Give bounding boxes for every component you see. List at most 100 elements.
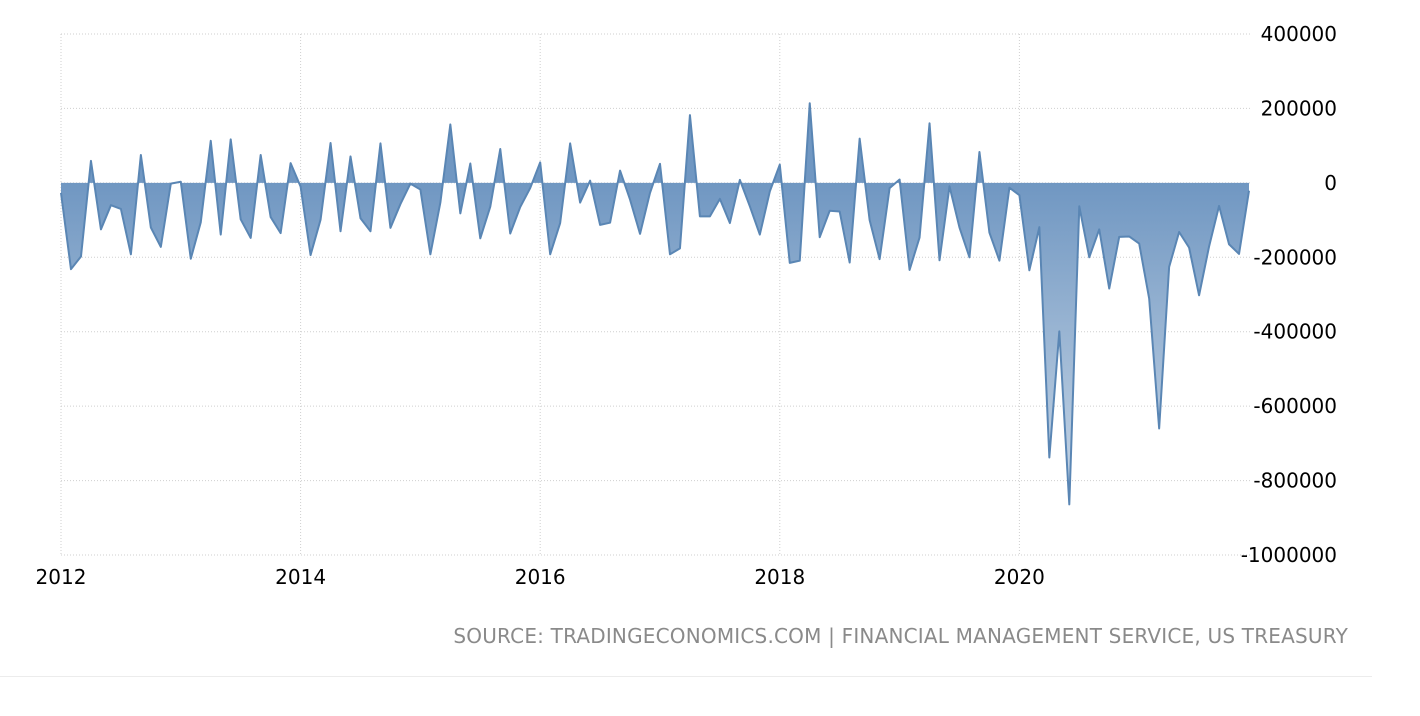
data-point <box>799 259 801 261</box>
data-point <box>449 123 451 125</box>
y-tick-label: -1000000 <box>1241 543 1337 567</box>
data-point <box>589 179 591 181</box>
x-tick-label: 2020 <box>994 565 1045 589</box>
data-point <box>1178 231 1180 233</box>
data-point <box>1248 189 1250 191</box>
data-point <box>998 259 1000 261</box>
data-point <box>938 259 940 261</box>
data-point <box>90 160 92 162</box>
data-point <box>200 221 202 223</box>
data-point <box>299 185 301 187</box>
data-point <box>1008 186 1010 188</box>
data-point <box>210 140 212 142</box>
series-line <box>60 102 1250 506</box>
data-point <box>1058 330 1060 332</box>
y-tick-label: 200000 <box>1261 96 1337 120</box>
data-point <box>429 253 431 255</box>
data-point <box>1078 205 1080 207</box>
data-point <box>559 222 561 224</box>
data-point <box>1168 266 1170 268</box>
data-point <box>539 161 541 163</box>
data-point <box>838 210 840 212</box>
x-tick-label: 2014 <box>275 565 326 589</box>
data-point <box>968 256 970 258</box>
data-point <box>779 163 781 165</box>
data-point <box>519 206 521 208</box>
data-point <box>549 253 551 255</box>
data-point <box>789 262 791 264</box>
data-point <box>1138 242 1140 244</box>
data-point <box>259 154 261 156</box>
data-point <box>599 224 601 226</box>
data-point <box>1148 297 1150 299</box>
x-axis: 2012 2014 2016 2018 2020 <box>36 565 1045 589</box>
data-point <box>749 205 751 207</box>
data-point <box>110 204 112 206</box>
y-tick-label: 400000 <box>1261 22 1337 46</box>
data-point <box>150 226 152 228</box>
data-point <box>639 233 641 235</box>
data-point <box>759 233 761 235</box>
data-point <box>489 205 491 207</box>
data-point <box>898 178 900 180</box>
x-tick-label: 2012 <box>36 565 87 589</box>
data-point <box>569 142 571 144</box>
data-point <box>190 258 192 260</box>
data-area <box>60 102 1250 506</box>
data-point <box>1108 287 1110 289</box>
source-caption: SOURCE: TRADINGECONOMICS.COM | FINANCIAL… <box>453 624 1348 648</box>
data-point <box>80 255 82 257</box>
data-point <box>389 227 391 229</box>
data-point <box>220 233 222 235</box>
data-point <box>309 254 311 256</box>
data-point <box>1098 228 1100 230</box>
data-point <box>1028 269 1030 271</box>
data-point <box>1158 427 1160 429</box>
data-point <box>918 236 920 238</box>
data-point <box>170 182 172 184</box>
data-point <box>1038 226 1040 228</box>
data-point <box>240 218 242 220</box>
data-point <box>379 142 381 144</box>
data-point <box>729 222 731 224</box>
data-point <box>140 154 142 156</box>
data-point <box>180 181 182 183</box>
data-point <box>609 221 611 223</box>
data-point <box>579 201 581 203</box>
data-point <box>120 208 122 210</box>
data-point <box>349 155 351 157</box>
data-point <box>160 246 162 248</box>
data-point <box>409 182 411 184</box>
data-point <box>809 102 811 104</box>
data-point <box>289 162 291 164</box>
data-point <box>1238 253 1240 255</box>
data-point <box>399 203 401 205</box>
x-tick-label: 2016 <box>515 565 566 589</box>
data-point <box>339 230 341 232</box>
data-point <box>659 163 661 165</box>
bottom-divider <box>0 676 1372 677</box>
data-point <box>988 232 990 234</box>
data-point <box>858 137 860 139</box>
data-point <box>1228 243 1230 245</box>
data-point <box>958 226 960 228</box>
data-point <box>709 215 711 217</box>
data-point <box>848 261 850 263</box>
data-point <box>878 258 880 260</box>
data-point <box>888 187 890 189</box>
data-point <box>769 190 771 192</box>
data-point <box>948 185 950 187</box>
data-point <box>369 230 371 232</box>
data-point <box>469 162 471 164</box>
data-point <box>279 232 281 234</box>
data-point <box>459 212 461 214</box>
y-tick-label: -600000 <box>1253 394 1337 418</box>
data-point <box>359 217 361 219</box>
data-point <box>230 138 232 140</box>
data-point <box>868 219 870 221</box>
data-point <box>499 148 501 150</box>
data-point <box>699 215 701 217</box>
data-point <box>509 232 511 234</box>
data-point <box>130 253 132 255</box>
